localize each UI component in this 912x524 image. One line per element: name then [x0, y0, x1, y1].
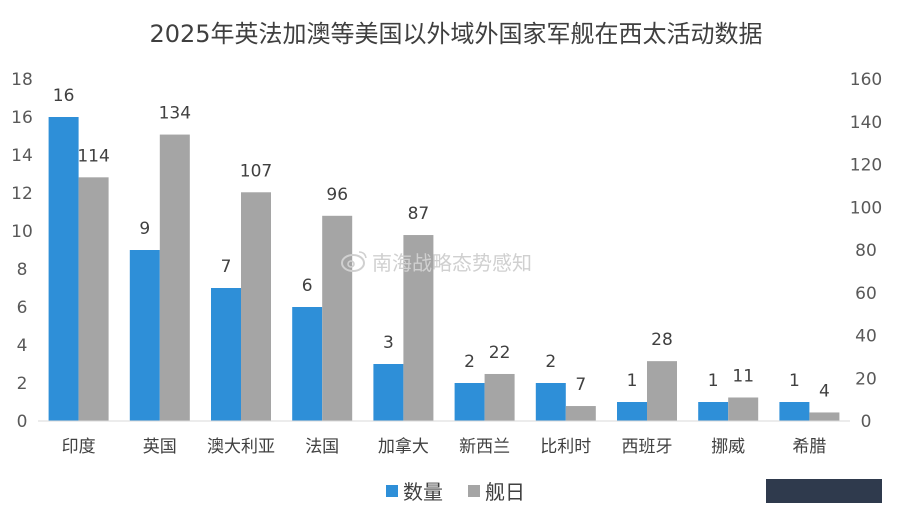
data-label-ship-days: 107 — [240, 161, 272, 181]
bar-ship-days — [565, 406, 596, 421]
data-label-ship-days: 87 — [408, 204, 430, 224]
right-tick-label: 0 — [861, 412, 872, 432]
bar-ship-days — [647, 361, 677, 421]
category-label: 希腊 — [792, 437, 826, 457]
bar-count — [454, 383, 485, 421]
bar-ship-days — [728, 397, 759, 421]
data-label-ship-days: 96 — [326, 185, 348, 205]
left-y-axis: 0 2 4 6 8 10 12 14 16 18 — [11, 70, 33, 432]
left-tick-label: 12 — [11, 184, 33, 204]
legend-swatch — [386, 485, 398, 497]
category-label: 挪威 — [711, 437, 745, 457]
category-label: 澳大利亚 — [207, 437, 275, 457]
data-label-count: 2 — [464, 352, 475, 372]
data-label-count: 1 — [708, 371, 719, 391]
watermark-bar — [766, 479, 882, 503]
right-tick-label: 80 — [855, 241, 877, 261]
data-label-ship-days: 22 — [489, 343, 511, 363]
category-label: 比利时 — [540, 437, 591, 457]
category-label: 英国 — [143, 437, 177, 457]
category-label: 加拿大 — [378, 436, 429, 457]
legend-swatch — [468, 485, 480, 497]
weibo-icon — [341, 251, 367, 272]
category-label: 新西兰 — [459, 437, 510, 457]
bar-ship-days — [322, 215, 353, 421]
watermark-bar-fill — [766, 479, 882, 503]
category-labels: 印度 英国 澳大利亚 法国 加拿大 新西兰 比利时 西班牙 挪威 希腊 — [62, 436, 827, 457]
category-label: 法国 — [305, 437, 339, 457]
right-tick-label: 100 — [850, 198, 882, 218]
data-label-ship-days: 114 — [77, 146, 109, 166]
bar-count — [617, 402, 647, 421]
bar-ship-days — [484, 373, 515, 421]
right-tick-label: 160 — [850, 70, 882, 90]
left-tick-label: 14 — [11, 146, 33, 166]
legend-label: 舰日 — [485, 480, 525, 504]
data-label-ship-days: 134 — [159, 104, 191, 124]
data-label-ship-days: 11 — [732, 366, 754, 386]
bar-ship-days — [78, 177, 109, 421]
data-label-count: 2 — [545, 352, 556, 372]
left-tick-label: 4 — [17, 336, 28, 356]
right-tick-label: 120 — [850, 156, 882, 176]
data-label-count: 7 — [221, 257, 232, 277]
left-tick-label: 10 — [11, 222, 33, 242]
watermark: 南海战略态势感知 — [341, 251, 532, 275]
right-tick-label: 60 — [855, 284, 877, 304]
bar-count — [129, 250, 160, 421]
left-tick-label: 6 — [17, 298, 28, 318]
category-label: 西班牙 — [622, 437, 673, 457]
left-tick-label: 8 — [17, 260, 28, 280]
bar-count — [211, 288, 241, 421]
right-tick-label: 140 — [850, 113, 882, 133]
bar-count — [779, 402, 810, 421]
data-label-count: 16 — [53, 86, 75, 106]
right-y-axis: 0 20 40 60 80 100 120 140 160 — [850, 70, 882, 432]
bars — [48, 117, 840, 421]
legend: 数量 舰日 — [386, 480, 525, 504]
bar-count — [373, 364, 404, 421]
watermark-text: 南海战略态势感知 — [372, 251, 532, 275]
data-label-ship-days: 28 — [651, 330, 673, 350]
right-tick-label: 20 — [855, 369, 877, 389]
left-tick-label: 2 — [17, 374, 28, 394]
legend-label: 数量 — [403, 480, 443, 504]
left-tick-label: 0 — [17, 412, 28, 432]
bar-ship-days — [241, 192, 271, 421]
left-tick-label: 16 — [11, 108, 33, 128]
bar-count — [48, 117, 79, 421]
bar-ship-days — [159, 134, 190, 421]
left-tick-label: 18 — [11, 70, 33, 90]
data-label-count: 9 — [139, 219, 150, 239]
bar-count — [535, 383, 566, 421]
category-label: 印度 — [62, 437, 96, 457]
right-tick-label: 40 — [855, 327, 877, 347]
bar-ship-days — [403, 235, 434, 421]
data-label-ship-days: 7 — [575, 375, 586, 395]
data-label-count: 3 — [383, 333, 394, 353]
data-label-ship-days: 4 — [819, 381, 830, 401]
bar-ship-days — [809, 412, 840, 421]
data-label-count: 1 — [789, 371, 800, 391]
data-label-count: 1 — [627, 371, 638, 391]
data-label-count: 6 — [302, 276, 313, 296]
bar-count — [698, 402, 729, 421]
chart-title: 2025年英法加澳等美国以外域外国家军舰在西太活动数据 — [149, 20, 762, 48]
bar-count — [292, 307, 323, 421]
